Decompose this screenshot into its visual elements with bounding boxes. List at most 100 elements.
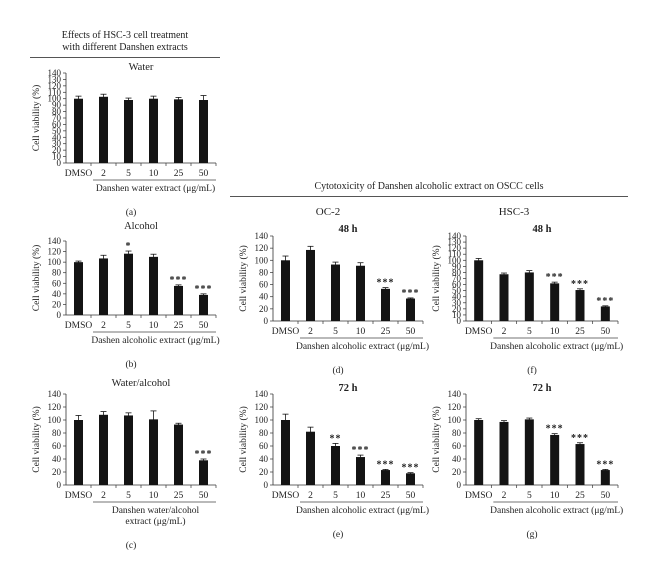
y-tick-label: 60 [259, 441, 269, 451]
y-tick-label: 120 [48, 247, 62, 257]
x-axis-label: Danshen alcoholic extract (μg/mL) [490, 341, 623, 352]
significance-label: *** [596, 459, 614, 470]
y-tick-label: 100 [48, 257, 62, 267]
chart-title: 72 h [533, 383, 552, 394]
bar [124, 100, 133, 163]
chart-title: 48 h [533, 224, 552, 235]
significance-label: ** [330, 433, 342, 444]
significance-label: *** [402, 288, 420, 299]
y-axis-label: Cell viability (%) [238, 245, 249, 312]
bar [474, 420, 484, 485]
bar [124, 253, 133, 315]
bar [149, 98, 158, 163]
y-tick-label: 20 [259, 467, 269, 477]
x-axis-label: Danshen water/alcohol [112, 506, 200, 516]
x-tick-label: 5 [126, 321, 131, 331]
y-tick-label: 10 [452, 310, 462, 320]
bar [124, 415, 133, 485]
x-tick-label: 25 [174, 321, 184, 331]
x-tick-label: 5 [527, 491, 532, 501]
y-tick-label: 140 [48, 68, 62, 78]
significance-label: *** [352, 445, 370, 456]
chart-a: Water0102030405060708090100110120130140C… [31, 62, 217, 218]
x-tick-label: 25 [174, 169, 184, 179]
bar [99, 258, 108, 315]
y-tick-label: 30 [52, 139, 62, 149]
bar [499, 421, 509, 485]
y-tick-label: 130 [48, 74, 62, 84]
y-tick-label: 130 [448, 237, 462, 247]
right-section-header: Cytotoxicity of Danshen alcoholic extrac… [314, 181, 544, 192]
bar [174, 285, 183, 315]
y-tick-label: 80 [259, 428, 269, 438]
significance-label: *** [571, 433, 589, 444]
bar [356, 457, 365, 485]
y-tick-label: 60 [52, 278, 62, 288]
bar [600, 306, 610, 321]
bar [199, 100, 208, 163]
bar [381, 288, 390, 321]
right-section-divider [230, 196, 628, 197]
bar [381, 470, 390, 485]
x-axis-label: Danshen alcoholic extract (μg/mL) [490, 505, 623, 516]
y-tick-label: 20 [52, 299, 62, 309]
x-tick-label: 25 [575, 327, 585, 337]
significance-label: *** [546, 424, 564, 435]
y-tick-label: 100 [448, 255, 462, 265]
y-tick-label: 40 [452, 454, 462, 464]
y-tick-label: 20 [452, 467, 462, 477]
bar [281, 260, 290, 321]
y-tick-label: 30 [452, 298, 462, 308]
panel-label: (e) [333, 529, 344, 540]
bar [331, 446, 340, 485]
bar [306, 249, 315, 321]
y-tick-label: 60 [452, 280, 462, 290]
y-tick-label: 140 [48, 236, 62, 246]
x-tick-label: 2 [101, 321, 106, 331]
x-axis-label: Danshen alcoholic extract (μg/mL) [296, 341, 429, 352]
chart-title: 72 h [339, 383, 358, 394]
x-axis-label: Danshen alcoholic extract (μg/mL) [296, 505, 429, 516]
panel-label: (d) [332, 365, 343, 376]
x-tick-label: 5 [126, 491, 131, 501]
y-tick-label: 100 [255, 415, 269, 425]
bar [524, 419, 534, 485]
chart-e: 72 h 0 20 40 60 80 100 120 140 Cell viability (%)… [238, 383, 429, 540]
hsc3-column-header: HSC-3 [498, 206, 530, 218]
y-tick-label: 0 [457, 316, 462, 326]
x-tick-label: 10 [550, 491, 560, 501]
bar [550, 283, 560, 321]
panel-label: (g) [526, 529, 537, 540]
x-tick-label: 50 [199, 169, 209, 179]
bar [406, 473, 415, 485]
oc2-column-header: OC-2 [315, 206, 341, 218]
bar [149, 419, 158, 485]
chart-g: 72 h 0 20 40 60 80 100 120 140 Cell viability (%)… [431, 383, 623, 540]
y-axis-label: Cell viability (%) [431, 245, 442, 312]
y-tick-label: 40 [452, 292, 462, 302]
y-tick-label: 70 [52, 113, 62, 123]
x-tick-label: 2 [502, 327, 507, 337]
bar [575, 290, 585, 321]
bar [99, 414, 108, 485]
bar [306, 431, 315, 485]
y-tick-label: 80 [52, 107, 62, 117]
x-tick-label: 25 [381, 491, 391, 501]
chart-title: Alcohol [124, 221, 158, 232]
bar [524, 272, 534, 321]
x-tick-label: DMSO [65, 321, 93, 331]
y-tick-label: 140 [48, 389, 62, 399]
x-tick-label: DMSO [465, 327, 493, 337]
y-tick-label: 0 [264, 316, 269, 326]
x-tick-label: 10 [356, 327, 366, 337]
x-tick-label: 10 [149, 491, 159, 501]
significance-label: * [126, 241, 132, 252]
x-tick-label: 50 [601, 327, 611, 337]
y-tick-label: 80 [52, 268, 62, 278]
y-tick-label: 20 [452, 304, 462, 314]
y-tick-label: 50 [452, 286, 462, 296]
y-tick-label: 110 [448, 249, 462, 259]
x-tick-label: 10 [550, 327, 560, 337]
y-tick-label: 70 [452, 274, 462, 284]
